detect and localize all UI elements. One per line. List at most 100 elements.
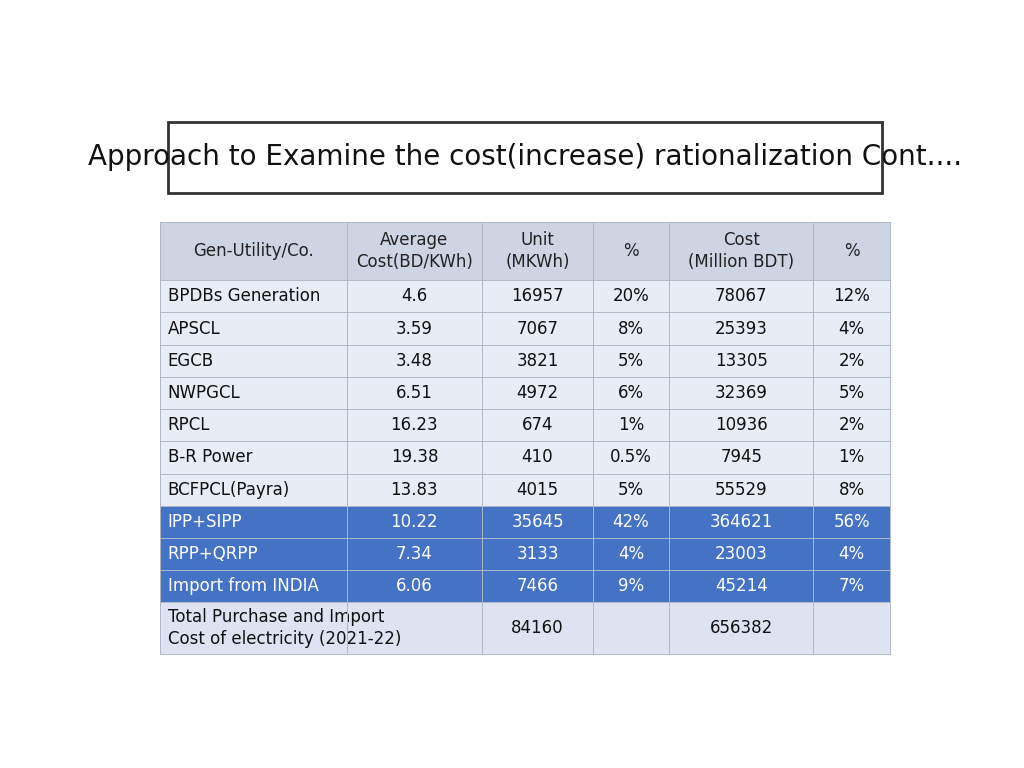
Text: 4%: 4%: [617, 545, 644, 563]
Bar: [346, 409, 482, 442]
Text: 3821: 3821: [516, 352, 559, 369]
Bar: [346, 538, 482, 570]
Text: 23003: 23003: [715, 545, 768, 563]
Bar: [160, 442, 346, 474]
Bar: [669, 442, 813, 474]
Text: 5%: 5%: [839, 384, 864, 402]
Bar: [593, 409, 669, 442]
Bar: [482, 345, 593, 377]
Bar: [813, 345, 890, 377]
Bar: [593, 474, 669, 506]
Text: 3.48: 3.48: [396, 352, 433, 369]
Bar: [593, 570, 669, 602]
Bar: [669, 222, 813, 280]
Bar: [813, 602, 890, 654]
Bar: [813, 222, 890, 280]
Bar: [168, 121, 882, 193]
Text: Import from INDIA: Import from INDIA: [168, 578, 318, 595]
Text: 9%: 9%: [617, 578, 644, 595]
Text: 6%: 6%: [617, 384, 644, 402]
Text: BPDBs Generation: BPDBs Generation: [168, 287, 321, 306]
Bar: [346, 442, 482, 474]
Text: 13.83: 13.83: [390, 481, 438, 498]
Bar: [346, 345, 482, 377]
Text: 16.23: 16.23: [390, 416, 438, 434]
Text: %: %: [624, 242, 639, 260]
Text: 45214: 45214: [715, 578, 768, 595]
Bar: [482, 377, 593, 409]
Bar: [593, 222, 669, 280]
Bar: [669, 570, 813, 602]
Bar: [593, 313, 669, 345]
Bar: [160, 570, 346, 602]
Text: 55529: 55529: [715, 481, 768, 498]
Bar: [813, 442, 890, 474]
Bar: [160, 602, 482, 654]
Text: %: %: [844, 242, 859, 260]
Text: 13305: 13305: [715, 352, 768, 369]
Text: 656382: 656382: [710, 619, 773, 637]
Bar: [346, 280, 482, 313]
Bar: [593, 538, 669, 570]
Text: Cost
(Million BDT): Cost (Million BDT): [688, 231, 795, 271]
Text: 42%: 42%: [612, 513, 649, 531]
Text: 1%: 1%: [617, 416, 644, 434]
Text: 2%: 2%: [839, 416, 865, 434]
Bar: [813, 474, 890, 506]
Bar: [593, 506, 669, 538]
Bar: [160, 538, 346, 570]
Text: NWPGCL: NWPGCL: [168, 384, 241, 402]
Text: IPP+SIPP: IPP+SIPP: [168, 513, 243, 531]
Bar: [160, 313, 346, 345]
Text: APSCL: APSCL: [168, 319, 220, 338]
Bar: [813, 409, 890, 442]
Bar: [669, 474, 813, 506]
Bar: [813, 506, 890, 538]
Bar: [482, 222, 593, 280]
Bar: [346, 602, 482, 654]
Text: 6.06: 6.06: [396, 578, 433, 595]
Text: 56%: 56%: [834, 513, 870, 531]
Bar: [813, 538, 890, 570]
Text: 364621: 364621: [710, 513, 773, 531]
Text: 6.51: 6.51: [396, 384, 433, 402]
Bar: [482, 313, 593, 345]
Text: 4.6: 4.6: [401, 287, 428, 306]
Bar: [482, 409, 593, 442]
Text: Unit
(MKWh): Unit (MKWh): [505, 231, 569, 271]
Bar: [813, 377, 890, 409]
Text: 7466: 7466: [516, 578, 558, 595]
Bar: [669, 602, 813, 654]
Bar: [669, 280, 813, 313]
Bar: [482, 506, 593, 538]
Text: 35645: 35645: [511, 513, 564, 531]
Text: 7.34: 7.34: [396, 545, 433, 563]
Bar: [160, 222, 346, 280]
Bar: [669, 506, 813, 538]
Text: 12%: 12%: [834, 287, 870, 306]
Bar: [346, 313, 482, 345]
Text: RPCL: RPCL: [168, 416, 210, 434]
Text: 8%: 8%: [617, 319, 644, 338]
Text: 25393: 25393: [715, 319, 768, 338]
Bar: [669, 313, 813, 345]
Bar: [482, 538, 593, 570]
Bar: [669, 345, 813, 377]
Bar: [346, 506, 482, 538]
Text: 674: 674: [522, 416, 553, 434]
Bar: [482, 570, 593, 602]
Text: 10.22: 10.22: [390, 513, 438, 531]
Bar: [482, 602, 593, 654]
Text: BCFPCL(Payra): BCFPCL(Payra): [168, 481, 290, 498]
Text: Average
Cost(BD/KWh): Average Cost(BD/KWh): [356, 231, 473, 271]
Text: 410: 410: [521, 449, 553, 466]
Bar: [160, 474, 346, 506]
Text: EGCB: EGCB: [168, 352, 214, 369]
Bar: [160, 280, 346, 313]
Bar: [593, 442, 669, 474]
Text: Approach to Examine the cost(increase) rationalization Cont....: Approach to Examine the cost(increase) r…: [88, 143, 962, 171]
Text: 10936: 10936: [715, 416, 768, 434]
Bar: [346, 570, 482, 602]
Bar: [813, 313, 890, 345]
Bar: [593, 602, 669, 654]
